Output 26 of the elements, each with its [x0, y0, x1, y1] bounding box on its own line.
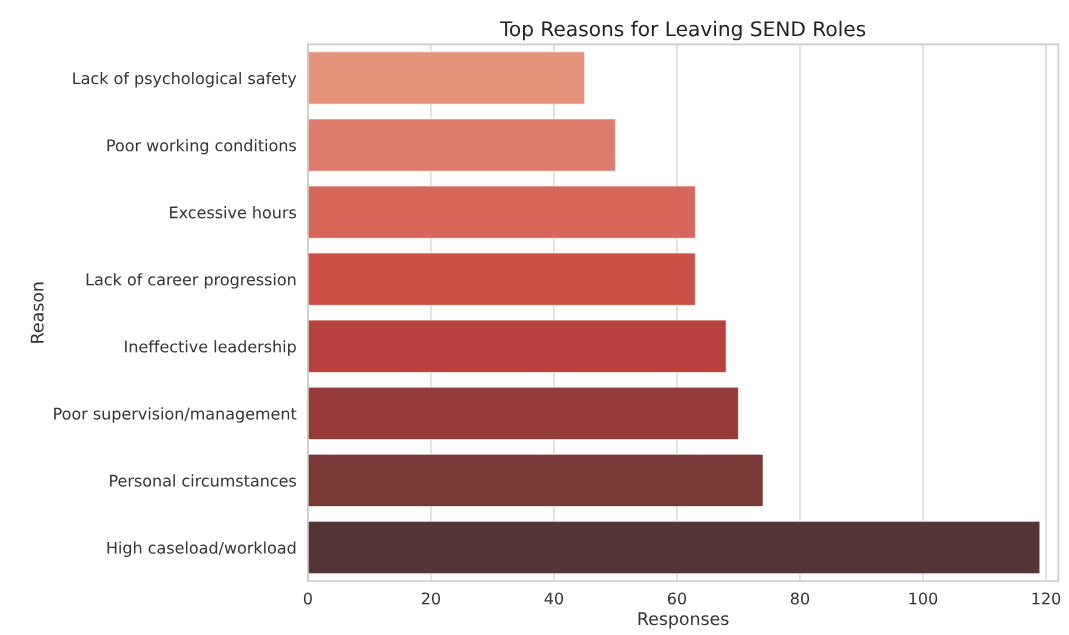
- bar: [307, 319, 727, 373]
- y-tick-label: Poor working conditions: [107, 138, 296, 155]
- y-tick-label: Personal circumstances: [110, 474, 296, 487]
- bar: [307, 118, 616, 172]
- x-tick-label: 40: [544, 592, 564, 605]
- y-tick-label: Ineffective leadership: [125, 340, 296, 356]
- bar: [307, 453, 764, 507]
- bar: [307, 386, 739, 440]
- x-axis-title: Responses: [638, 612, 729, 629]
- x-tick-label: 60: [667, 592, 687, 605]
- bar: [307, 252, 696, 306]
- y-tick-label: Poor supervision/management: [54, 407, 297, 423]
- y-tick-label: Lack of career progression: [86, 273, 296, 289]
- y-tick-label: Lack of psychological safety: [73, 71, 297, 88]
- bar: [307, 520, 1041, 574]
- bar: [307, 185, 696, 239]
- x-tick-label: 120: [1032, 592, 1061, 605]
- bar: [307, 51, 586, 105]
- y-tick-label: Excessive hours: [170, 206, 296, 219]
- x-tick-label: 80: [790, 592, 810, 605]
- x-tick-label: 20: [421, 592, 440, 605]
- x-tick-label: 100: [909, 592, 938, 605]
- chart-title: Top Reasons for Leaving SEND Roles: [499, 20, 866, 41]
- x-tick-label: 0: [303, 592, 312, 605]
- y-tick-label: High caseload/workload: [107, 541, 296, 557]
- y-axis-title: Reason: [30, 282, 44, 343]
